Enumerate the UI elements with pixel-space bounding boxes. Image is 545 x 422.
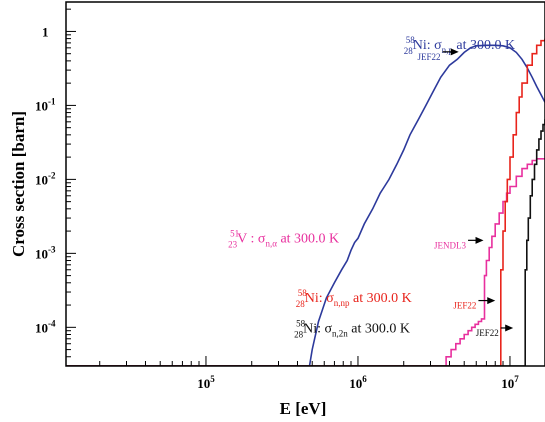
y-tick-label: 10-3 [35,244,56,261]
series-label-4: 58 28Ni: σn,2n at 300.0 K [294,319,410,340]
series-label-3: 58 28Ni: σn,np at 300.0 K [296,288,412,309]
x-tick-label: 105 [197,374,215,391]
y-tick-label: 10-1 [35,96,56,113]
x-axis-title: E [eV] [280,399,327,418]
series-line-4 [66,119,545,366]
y-tick-label: 10-2 [35,170,56,187]
x-tick-label: 107 [501,374,519,391]
series-library-2: JENDL3 [434,240,466,250]
y-axis-title: Cross section [barn] [9,111,28,257]
series-label-2: 51 23V : σn,α at 300.0 K [228,229,339,250]
series-label-1: 58 28Ni: σn,p at 300.0 K [404,35,515,56]
series-line-1 [66,44,545,366]
ticks-layer: 105 106 107 1 10-1 10-2 10-3 10-4 [35,8,519,391]
x-tick-label: 106 [349,374,367,391]
arrow-head-1 [450,48,459,56]
series-line-2 [66,158,545,366]
series-library-4: JEF22 [476,328,499,338]
series-library-1: JEF22 [418,52,441,62]
arrow-head-3 [487,297,496,305]
arrow-head-4 [505,324,514,332]
arrow-head-2 [475,236,484,244]
plot-frame [65,1,545,367]
series-library-3: JEF22 [453,301,476,311]
y-tick-label: 10-4 [35,318,56,335]
series-line-3 [66,38,545,366]
series-layer [66,38,545,366]
y-tick-label: 1 [42,24,49,39]
